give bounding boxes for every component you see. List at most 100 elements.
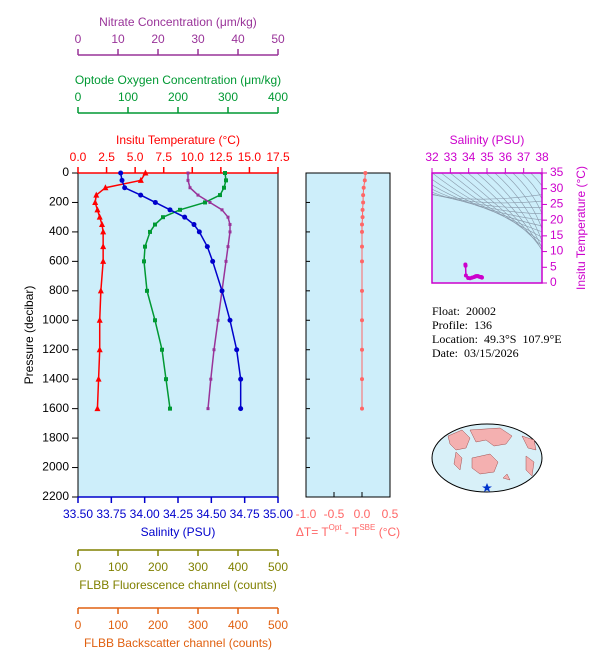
info-line: Date: 03/15/2026 xyxy=(432,346,519,360)
y-axis-title: Insitu Temperature (°C) xyxy=(574,166,588,290)
data-point xyxy=(360,347,364,352)
data-point xyxy=(191,222,197,228)
x-axis-title: FLBB Fluorescence channel (counts) xyxy=(79,578,276,592)
density-contour xyxy=(458,173,542,247)
x-tick-label: 34.00 xyxy=(130,507,160,521)
y-tick-label: 25 xyxy=(550,197,564,211)
data-point xyxy=(196,229,202,235)
y-tick-label: 30 xyxy=(550,181,564,195)
x-tick-label: 400 xyxy=(228,560,248,574)
data-point xyxy=(238,376,244,382)
y-tick-label: 0 xyxy=(62,165,69,179)
ts-point xyxy=(463,263,468,268)
x-tick-label: 300 xyxy=(188,618,208,632)
data-point xyxy=(360,288,364,293)
data-point xyxy=(219,288,225,294)
density-contour xyxy=(432,188,542,215)
data-point xyxy=(160,347,164,352)
x-tick-label: 300 xyxy=(188,560,208,574)
data-point xyxy=(153,318,157,323)
x-axis-title: Nitrate Concentration (μm/kg) xyxy=(99,15,257,29)
data-point xyxy=(96,346,103,353)
x-tick-label: 35 xyxy=(480,150,494,164)
x-tick-label: 0 xyxy=(75,560,82,574)
data-point xyxy=(161,215,165,220)
data-point xyxy=(218,193,222,198)
y-tick-label: 10 xyxy=(550,244,564,258)
x-tick-label: 2.5 xyxy=(98,150,115,164)
label-part: (°C) xyxy=(375,525,400,539)
x-tick-label: 0.0 xyxy=(70,150,87,164)
data-point xyxy=(152,199,158,205)
y-tick-label: 200 xyxy=(49,195,69,209)
data-point xyxy=(93,191,100,198)
y-tick-label: 1800 xyxy=(42,430,69,444)
y-tick-label: 1400 xyxy=(42,371,69,385)
y-tick-label: 600 xyxy=(49,254,69,268)
data-point xyxy=(138,192,144,198)
data-point xyxy=(137,176,144,183)
data-point xyxy=(94,206,101,213)
x-tick-label: 17.5 xyxy=(266,150,290,164)
data-point xyxy=(208,200,212,204)
data-point xyxy=(238,406,244,412)
x-tick-label: 33.75 xyxy=(96,507,126,521)
data-point xyxy=(97,287,104,294)
data-point xyxy=(222,185,226,190)
label-part: - T xyxy=(342,525,360,539)
profile-line xyxy=(119,172,242,409)
data-point xyxy=(360,229,364,234)
data-point xyxy=(360,207,365,212)
data-point xyxy=(100,228,107,235)
data-point xyxy=(100,243,107,250)
data-point xyxy=(96,316,103,323)
data-point xyxy=(153,222,157,227)
y-tick-label: 15 xyxy=(550,228,564,242)
y-tick-label: 5 xyxy=(550,259,557,273)
x-tick-label: 0 xyxy=(75,90,82,104)
x-tick-label: 33.50 xyxy=(63,507,93,521)
x-tick-label: -1.0 xyxy=(296,507,317,521)
data-point xyxy=(234,347,240,353)
y-tick-label: 1000 xyxy=(42,312,69,326)
data-point xyxy=(186,171,190,175)
info-line: Float: 20002 xyxy=(432,304,496,318)
data-point xyxy=(142,169,149,176)
x-tick-label: 33 xyxy=(444,150,458,164)
x-axis-title: Optode Oxygen Concentration (μm/kg) xyxy=(75,73,281,87)
data-point xyxy=(361,185,366,190)
data-point xyxy=(102,184,109,191)
data-point xyxy=(186,178,190,182)
data-point xyxy=(360,377,364,382)
y-tick-label: 35 xyxy=(550,165,564,179)
delta-line xyxy=(361,172,366,409)
x-axis-title: ΔT= TOpt - TSBE (°C) xyxy=(296,523,400,539)
density-contour xyxy=(449,173,542,243)
data-point xyxy=(360,244,364,249)
ts-point xyxy=(479,275,484,280)
data-point xyxy=(360,318,364,323)
data-point xyxy=(360,222,364,227)
data-point xyxy=(92,198,99,205)
x-tick-label: 38 xyxy=(535,150,549,164)
data-point xyxy=(203,200,207,205)
profile-line xyxy=(187,173,231,409)
data-point xyxy=(167,207,173,213)
density-contour xyxy=(503,173,542,230)
data-point xyxy=(178,207,182,212)
x-tick-label: 37 xyxy=(517,150,531,164)
data-point xyxy=(361,193,366,198)
x-tick-label: 34.25 xyxy=(163,507,193,521)
x-tick-label: 0 xyxy=(75,32,82,46)
data-point xyxy=(118,170,124,176)
x-tick-label: 40 xyxy=(231,32,245,46)
y-tick-label: 0 xyxy=(550,275,557,289)
data-point xyxy=(94,405,101,412)
x-tick-label: 20 xyxy=(151,32,165,46)
x-tick-label: 15.0 xyxy=(238,150,262,164)
x-tick-label: 200 xyxy=(168,90,188,104)
x-tick-label: 12.5 xyxy=(209,150,233,164)
data-point xyxy=(206,407,210,411)
x-tick-label: 500 xyxy=(268,618,288,632)
data-point xyxy=(228,223,232,227)
